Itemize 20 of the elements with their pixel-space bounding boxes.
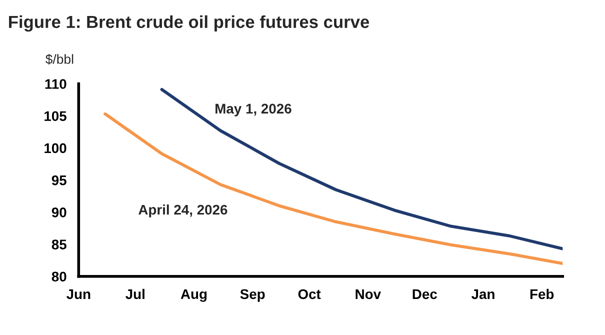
x-tick-label: Dec (412, 289, 437, 300)
chart-title: Figure 1: Brent crude oil price futures curve (9, 15, 370, 32)
x-tick-label: Aug (180, 289, 207, 302)
y-tick-label: 80 (52, 272, 66, 282)
series-label: April 24, 2026 (138, 204, 228, 218)
x-tick-label: Feb (530, 288, 554, 300)
series-label: May 1, 2026 (216, 104, 292, 116)
x-tick-label: Jan (471, 289, 494, 300)
x-tick-label: Jun (66, 289, 90, 300)
y-axis-title: $/bbl (46, 54, 74, 65)
y-tick-label: 95 (52, 175, 66, 186)
x-tick-label: Oct (298, 289, 321, 300)
x-tick-label: Sep (240, 289, 265, 302)
y-tick-label: 100 (44, 143, 66, 154)
y-tick-label: 90 (52, 208, 66, 218)
x-tick-label: Jul (126, 288, 144, 300)
x-tick-label: Nov (356, 289, 381, 300)
y-tick-label: 110 (45, 79, 66, 89)
y-tick-label: 105 (44, 111, 66, 122)
y-tick-label: 85 (52, 240, 66, 250)
